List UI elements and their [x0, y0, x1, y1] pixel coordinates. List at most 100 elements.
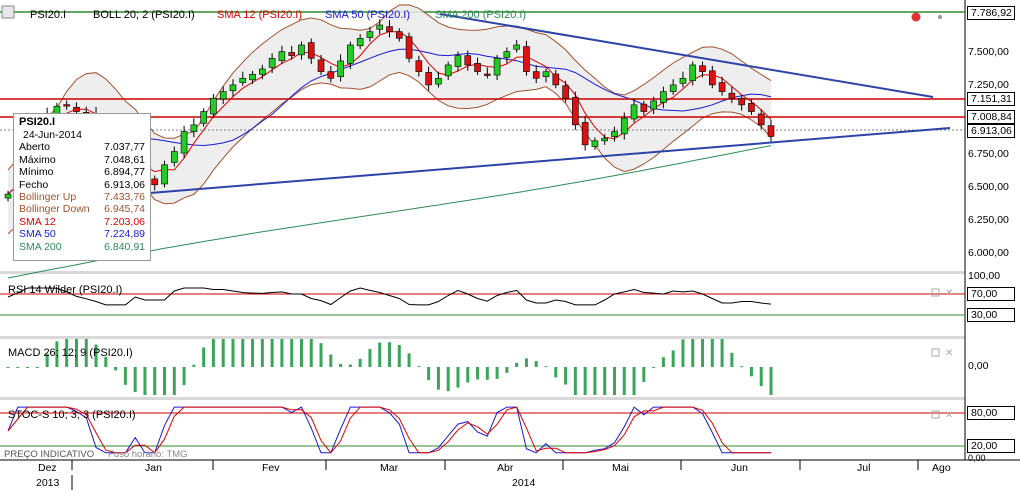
stoc-label[interactable]: STOC-S 10; 3; 3 (PSI20.I) [8, 409, 136, 421]
tooltip-row: Bollinger Down 6.945,74 [19, 203, 145, 215]
macd-bar [329, 354, 333, 367]
macd-bar [388, 342, 391, 367]
month-label: Ago [932, 462, 951, 474]
month-ticks [71, 460, 919, 490]
tooltip-title: PSI20.I [19, 116, 56, 128]
macd-bar [74, 339, 78, 367]
macd-maximize-icon[interactable] [931, 348, 940, 357]
legend-sma50[interactable]: SMA 50 (PSI20.I) [325, 9, 410, 21]
tooltip-row: Fecho 6.913,06 [19, 179, 145, 191]
macd-label[interactable]: MACD 26; 12; 9 (PSI20.I) [8, 347, 133, 359]
macd-bar [495, 367, 499, 379]
legend-sma200[interactable]: SMA 200 (PSI20.I) [435, 9, 527, 21]
macd-bar [720, 339, 724, 367]
rsi-maximize-icon[interactable] [931, 288, 940, 297]
candle-body [640, 103, 648, 112]
macd-bar [534, 361, 538, 367]
macd-bar [505, 367, 509, 373]
macd-bar [671, 350, 675, 367]
candle-body [552, 73, 560, 86]
chart-menu-icon[interactable] [1, 5, 15, 19]
macd-bar [104, 356, 108, 367]
stoc-d-line [7, 406, 771, 454]
trendline-up[interactable] [149, 127, 951, 194]
macd-bar [573, 367, 577, 395]
stoc-k-line [7, 406, 771, 454]
candle-body [728, 92, 736, 99]
tooltip-row: Mínimo 6.894,77 [19, 166, 145, 178]
macd-bar [466, 367, 470, 383]
legend-bollinger[interactable]: BOLL 20; 2 (PSI20.I) [93, 9, 195, 21]
candle-body [425, 72, 432, 86]
macd-bar [114, 367, 118, 371]
macd-bar [593, 367, 597, 395]
macd-bar [202, 347, 206, 367]
candle-body [259, 68, 266, 75]
tooltip-row-label: SMA 200 [19, 240, 62, 253]
macd-bar [290, 339, 294, 367]
macd-bar [260, 339, 264, 367]
trendline-down[interactable] [439, 13, 934, 98]
price-tick: 6.000,00 [968, 247, 1009, 259]
candle-body [73, 106, 80, 112]
month-label: Abr [497, 462, 514, 474]
candle-body [493, 57, 501, 76]
candle-body [180, 131, 188, 154]
macd-bar [123, 367, 127, 385]
macd-bar [143, 367, 147, 395]
tooltip-row: SMA 50 7.224,89 [19, 228, 145, 240]
candle-body [581, 122, 589, 146]
candle-body [376, 24, 384, 30]
macd-bar [691, 339, 695, 367]
month-label: Jul [857, 462, 871, 474]
rsi-close-icon[interactable]: ✕ [945, 288, 953, 299]
legend-sma12[interactable]: SMA 12 (PSI20.I) [217, 9, 302, 21]
alert-icon[interactable] [911, 12, 921, 22]
tooltip-row-value: 6.945,74 [104, 203, 145, 216]
rsi-line [7, 287, 772, 306]
panel-divider[interactable] [0, 271, 965, 274]
month-label: Mar [380, 462, 399, 474]
macd-close-icon[interactable]: ✕ [945, 348, 953, 359]
tooltip-row-value: 7.203,06 [104, 215, 145, 228]
macd-bar [348, 364, 352, 367]
panel-divider[interactable] [0, 336, 965, 339]
panel-options-icon[interactable] [938, 15, 942, 19]
candle-body [356, 38, 364, 47]
candle-body [650, 100, 657, 110]
stoc-maximize-icon[interactable] [931, 410, 940, 419]
macd-bar [515, 362, 519, 367]
stoc-close-icon[interactable]: ✕ [945, 410, 953, 421]
macd-bar [231, 339, 235, 367]
rsi-label[interactable]: RSI 14 Wilder (PSI20.I) [8, 284, 123, 296]
macd-bar [319, 343, 323, 367]
macd-bar [407, 353, 411, 367]
macd-bar [182, 367, 186, 386]
candle-body [170, 151, 178, 163]
macd-bar [583, 367, 587, 395]
macd-bar [6, 367, 10, 368]
stoc-80-box: 80,00 [967, 406, 1015, 420]
candle-body [669, 84, 677, 92]
legend-symbol[interactable]: PSI20.I [30, 9, 67, 21]
macd-zero: 0,00 [968, 360, 989, 372]
macd-bar [427, 367, 431, 381]
price-tick: 7.250,00 [968, 79, 1009, 91]
macd-bar [251, 339, 255, 367]
panel-divider[interactable] [0, 397, 965, 400]
candle-body [161, 164, 168, 185]
candle-body [767, 125, 775, 137]
data-tooltip: PSI20.I 24-Jun-2014 Aberto 7.037,77 Máximo… [13, 113, 151, 261]
candle-body [454, 55, 462, 67]
macd-bar [701, 339, 705, 367]
candle-body [347, 44, 354, 64]
candle-body [151, 178, 159, 186]
tooltip-row-value: 6.840,91 [104, 240, 145, 253]
tooltip-row-label: Bollinger Down [19, 203, 90, 216]
candle-body [689, 64, 697, 81]
macd-bar [192, 364, 196, 367]
candle-body [395, 31, 403, 39]
macd-bar [368, 349, 372, 367]
macd-bar [456, 367, 460, 388]
